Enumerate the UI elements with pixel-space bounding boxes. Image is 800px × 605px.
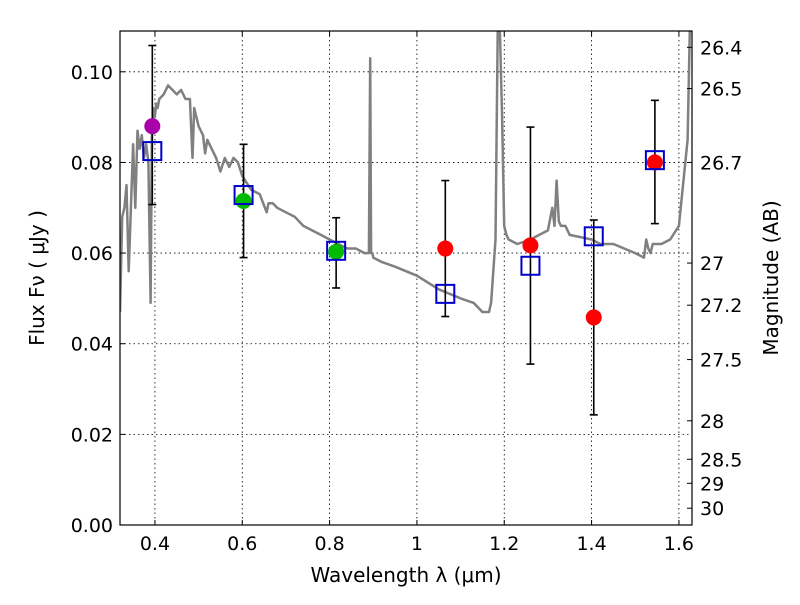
- observed-point: [585, 309, 602, 326]
- y-axis-ticks: 0.00 0.02 0.04 0.06 0.08 0.10: [71, 62, 125, 537]
- model-point: [326, 240, 347, 261]
- plot-frame: [119, 30, 693, 526]
- grid: [120, 31, 692, 526]
- observed-point: [144, 118, 161, 135]
- x-tick-label: 0.6: [227, 533, 257, 555]
- magnitude-tick-label: 28: [700, 411, 724, 433]
- observed-point: [522, 237, 539, 254]
- model-point: [233, 185, 254, 206]
- y-tick-label: 0.00: [71, 515, 113, 537]
- magnitude-tick-label: 27: [700, 253, 724, 275]
- x-axis-title: Wavelength λ (μm): [310, 563, 501, 587]
- magnitude-axis-title: Magnitude (AB): [759, 200, 783, 355]
- magnitude-tick-label: 30: [700, 498, 724, 520]
- magnitude-tick-label: 27.5: [700, 350, 742, 372]
- magnitude-tick-label: 26.7: [700, 152, 742, 174]
- magnitude-axis-ticks: 26.4 26.5 26.7 27 27.2 27.5 28 28.529 30: [687, 37, 742, 520]
- magnitude-tick-label: 28.5: [700, 449, 742, 471]
- y-tick-label: 0.06: [71, 243, 113, 265]
- y-tick-label: 0.04: [71, 334, 113, 356]
- model-spectrum-line: [120, 31, 692, 314]
- y-tick-label: 0.10: [71, 62, 113, 84]
- observed-points: [144, 118, 663, 326]
- observed-point: [328, 243, 345, 260]
- model-point: [142, 141, 163, 162]
- spectrum-layer: [120, 31, 692, 314]
- y-axis-title: Flux Fν ( μJy ): [25, 210, 49, 346]
- observed-point: [437, 240, 454, 257]
- y-tick-label: 0.02: [71, 424, 113, 446]
- model-point: [644, 150, 665, 171]
- x-tick-label: 1.6: [664, 533, 694, 555]
- y-tick-label: 0.08: [71, 152, 113, 174]
- magnitude-tick-label: 26.5: [700, 79, 742, 101]
- model-point: [520, 255, 541, 276]
- model-point: [435, 283, 456, 304]
- observed-point: [646, 154, 663, 171]
- x-tick-label: 1.2: [489, 533, 519, 555]
- x-tick-label: 0.8: [314, 533, 344, 555]
- magnitude-tick-label: 29: [700, 473, 724, 495]
- magnitude-tick-label: 27.2: [700, 295, 742, 317]
- x-axis-ticks: 0.4 0.6 0.8 1 1.2 1.4 1.6: [140, 31, 694, 555]
- x-tick-label: 1.4: [576, 533, 606, 555]
- observed-point: [235, 192, 252, 209]
- magnitude-tick-label: 26.4: [700, 37, 742, 59]
- model-point: [583, 226, 604, 247]
- x-tick-label: 0.4: [140, 533, 170, 555]
- error-bars: [148, 44, 659, 416]
- x-tick-label: 1: [411, 533, 423, 555]
- model-points: [142, 141, 665, 304]
